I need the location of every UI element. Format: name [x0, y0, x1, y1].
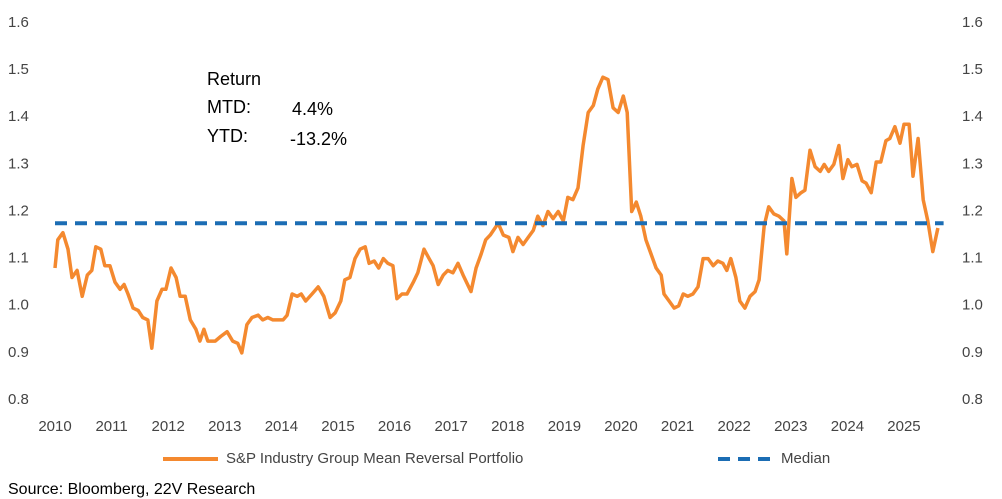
y-tick-label: 1.5 — [8, 61, 29, 78]
y2-tick-label: 1.0 — [962, 297, 983, 314]
y-tick-label: 0.9 — [8, 344, 29, 361]
x-tick-label: 2011 — [95, 418, 127, 435]
source: Source: Bloomberg, 22V Research — [8, 481, 255, 498]
annotation: Return — [207, 69, 261, 89]
x-tick-label: 2025 — [887, 418, 920, 435]
annotation: MTD: — [207, 97, 251, 117]
series-line — [53, 75, 940, 355]
x-tick-label: 2024 — [831, 418, 864, 435]
annotation: -13.2% — [290, 129, 347, 149]
y2-tick-label: 1.3 — [962, 155, 983, 172]
y2-tick-label: 1.4 — [962, 108, 983, 125]
x-tick-label: 2016 — [378, 418, 411, 435]
x-tick-label: 2012 — [152, 418, 185, 435]
x-tick-label: 2013 — [208, 418, 241, 435]
x-tick-label: 2014 — [265, 418, 298, 435]
y2-tick-label: 1.2 — [962, 202, 983, 219]
x-tick-label: 2018 — [491, 418, 524, 435]
x-tick-label: 2022 — [717, 418, 750, 435]
y-tick-label: 1.4 — [8, 108, 29, 125]
x-tick-label: 2023 — [774, 418, 807, 435]
annotation: YTD: — [207, 126, 248, 146]
y-tick-label: 1.2 — [8, 202, 29, 219]
y-tick-label: 1.6 — [8, 14, 29, 31]
x-tick-label: 2015 — [321, 418, 354, 435]
y2-tick-label: 0.8 — [962, 391, 983, 408]
y-tick-label: 0.8 — [8, 391, 29, 408]
y-tick-label: 1.0 — [8, 297, 29, 314]
y-tick-label: 1.3 — [8, 155, 29, 172]
annotation: 4.4% — [292, 99, 333, 119]
x-tick-label: 2021 — [661, 418, 694, 435]
y-tick-label: 1.1 — [8, 250, 29, 267]
y2-tick-label: 1.1 — [962, 250, 983, 267]
x-tick-label: 2019 — [548, 418, 581, 435]
legend-label: Median — [781, 450, 830, 467]
x-tick-label: 2010 — [38, 418, 71, 435]
x-tick-label: 2017 — [435, 418, 468, 435]
x-tick-label: 2020 — [604, 418, 637, 435]
y2-tick-label: 1.5 — [962, 61, 983, 78]
legend-label: S&P Industry Group Mean Reversal Portfol… — [226, 450, 523, 467]
y2-tick-label: 1.6 — [962, 14, 983, 31]
y2-tick-label: 0.9 — [962, 344, 983, 361]
